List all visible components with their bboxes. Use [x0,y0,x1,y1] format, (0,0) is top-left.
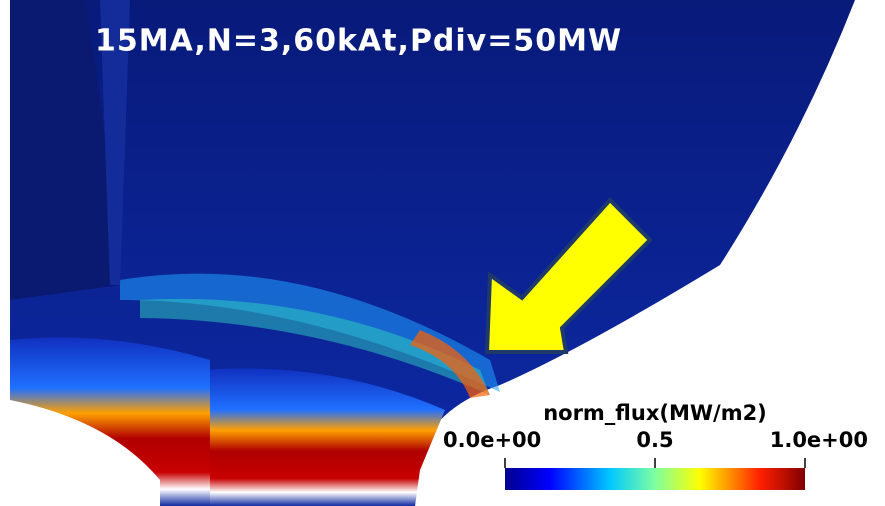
colorbar [505,468,805,490]
empty-region [10,400,160,506]
colorbar-title: norm_flux(MW/m2) [543,401,767,425]
title: 15MA,N=3,60kAt,Pdiv=50MW [95,24,622,59]
colorbar-tick-label: 1.0e+00 [770,428,868,452]
flux-hotspot [410,330,490,398]
arrow [484,197,653,354]
baffle [10,0,120,300]
colorbar-tick-label: 0.5 [636,428,673,452]
colorbar-ticks: 0.0e+00 0.5 1.0e+00 [443,428,868,468]
colorbar-tick-label: 0.0e+00 [443,428,541,452]
baffle-edge [100,0,130,285]
target-band [200,368,445,506]
flux-stripe [140,298,490,395]
empty-region [415,0,885,506]
